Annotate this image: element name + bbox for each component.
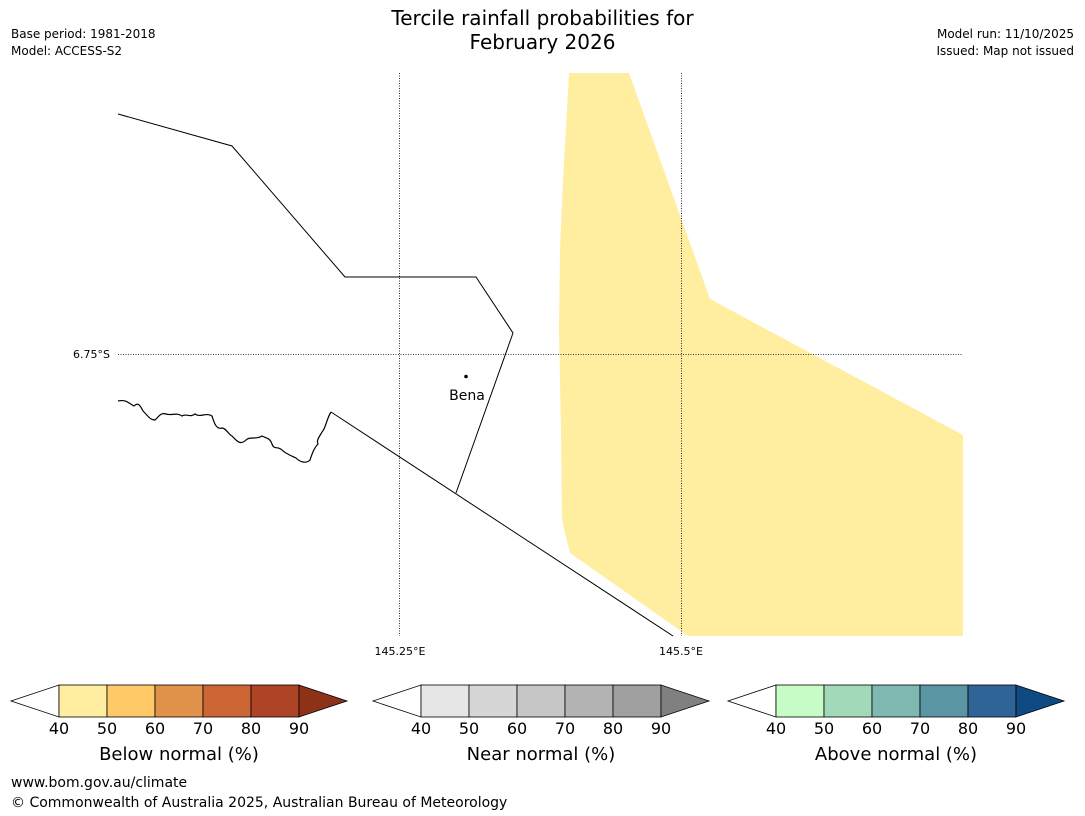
- colorbar-under-arrow: [726, 684, 777, 718]
- colorbar-tick-label: 50: [813, 719, 835, 738]
- colorbar-tick-label: 70: [192, 719, 214, 738]
- colorbar-near-label: Near normal (%): [466, 744, 616, 765]
- colorbar-tick-label: 90: [650, 719, 672, 738]
- colorbar-tick-label: 40: [410, 719, 432, 738]
- colorbar-swatch: [871, 684, 921, 718]
- footer-url: www.bom.gov.au/climate: [11, 775, 188, 791]
- lon-label-145-25: 145.25°E: [375, 645, 426, 658]
- lat-label-6-75: 6.75°S: [73, 348, 110, 361]
- colorbar-tick-label: 60: [861, 719, 883, 738]
- place-label-bena: Bena: [449, 388, 485, 404]
- colorbar-near-swatches: [371, 684, 711, 718]
- model-run: Model run: 11/10/2025: [936, 27, 1074, 41]
- colorbar-swatch: [420, 684, 470, 718]
- colorbar-swatch: [154, 684, 204, 718]
- province-boundary-river: [117, 399, 332, 463]
- colorbar-swatch: [967, 684, 1017, 718]
- map-canvas: Bena 6.75°S 145.25°E 145.5°E: [73, 73, 963, 658]
- colorbar-below-swatches: [9, 684, 349, 718]
- colorbar-below-normal: Below normal (%) 40 50 60 70 80 90: [9, 684, 349, 765]
- colorbar-tick-label: 80: [957, 719, 979, 738]
- lon-label-145-5: 145.5°E: [659, 645, 703, 658]
- title-line-2: February 2026: [469, 30, 616, 54]
- colorbar-tick-label: 70: [554, 719, 576, 738]
- colorbar-over-arrow: [1015, 684, 1066, 718]
- colorbar-near-normal: Near normal (%) 40 50 60 70 80 90: [371, 684, 711, 765]
- bena-marker: [464, 374, 468, 379]
- colorbar-swatch: [612, 684, 662, 718]
- base-period: Base period: 1981-2018: [11, 27, 156, 41]
- colorbar-tick-label: 90: [288, 719, 310, 738]
- title-line-1: Tercile rainfall probabilities for: [391, 6, 694, 30]
- colorbar-tick-label: 60: [144, 719, 166, 738]
- colorbar-tick-label: 50: [458, 719, 480, 738]
- colorbar-swatch: [106, 684, 156, 718]
- colorbar-tick-label: 80: [602, 719, 624, 738]
- colorbar-above-normal: Above normal (%) 40 50 60 70 80 90: [726, 684, 1066, 765]
- colorbar-below-label: Below normal (%): [99, 744, 259, 765]
- colorbar-swatch: [58, 684, 108, 718]
- colorbar-tick-label: 60: [506, 719, 528, 738]
- colorbar-over-arrow: [660, 684, 711, 718]
- colorbar-swatch: [250, 684, 300, 718]
- colorbar-tick-label: 50: [96, 719, 118, 738]
- issued-status: Issued: Map not issued: [936, 44, 1074, 58]
- run-info: Model run: 11/10/2025 Issued: Map not is…: [936, 26, 1074, 60]
- colorbar-tick-label: 70: [909, 719, 931, 738]
- colorbar-swatch: [775, 684, 825, 718]
- colorbar-tick-label: 80: [240, 719, 262, 738]
- colorbar-swatch: [823, 684, 873, 718]
- colorbar-tick-label: 40: [48, 719, 70, 738]
- colorbar-swatch: [564, 684, 614, 718]
- colorbar-swatch: [516, 684, 566, 718]
- model-name: Model: ACCESS-S2: [11, 44, 123, 58]
- province-boundary-north: [117, 113, 514, 494]
- colorbar-swatch: [919, 684, 969, 718]
- colorbar-swatch: [202, 684, 252, 718]
- province-boundary-south: [330, 411, 674, 637]
- colorbar-tick-label: 40: [765, 719, 787, 738]
- colorbar-under-arrow: [9, 684, 60, 718]
- map-title: Tercile rainfall probabilities for Febru…: [0, 6, 1085, 54]
- colorbar-swatch: [468, 684, 518, 718]
- colorbar-over-arrow: [298, 684, 349, 718]
- base-info: Base period: 1981-2018 Model: ACCESS-S2: [11, 26, 156, 60]
- colorbar-above-label: Above normal (%): [814, 744, 978, 765]
- footer-copyright: © Commonwealth of Australia 2025, Austra…: [11, 795, 508, 811]
- colorbar-tick-label: 90: [1005, 719, 1027, 738]
- colorbar-under-arrow: [371, 684, 422, 718]
- colorbar-above-swatches: [726, 684, 1066, 718]
